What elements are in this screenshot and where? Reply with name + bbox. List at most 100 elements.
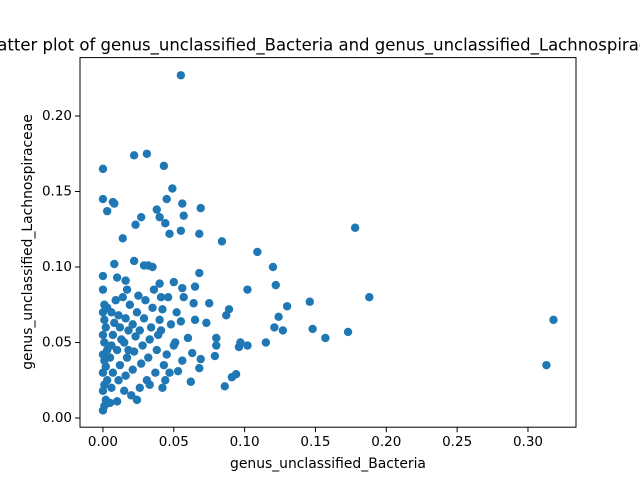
y-tick-label: 0.20 (42, 108, 72, 124)
scatter-point (121, 276, 130, 285)
scatter-point (158, 383, 167, 392)
scatter-point (148, 303, 157, 312)
scatter-point (195, 268, 204, 278)
scatter-point (100, 315, 109, 325)
scatter-point (128, 365, 137, 374)
scatter-point (210, 351, 220, 361)
scatter-point (138, 341, 147, 350)
scatter-point (159, 360, 169, 370)
scatter-point (108, 330, 118, 340)
x-tick-label: 0.30 (513, 434, 543, 450)
scatter-point (222, 311, 231, 320)
scatter-point (132, 395, 142, 405)
scatter-point (152, 205, 161, 214)
scatter-point (282, 302, 292, 311)
scatter-point (151, 368, 160, 377)
scatter-point (308, 324, 317, 334)
scatter-point (202, 318, 211, 328)
scatter-point (124, 345, 133, 355)
scatter-point (155, 315, 164, 325)
scatter-point (114, 311, 123, 320)
scatter-point (135, 326, 144, 335)
scatter-point (169, 341, 178, 350)
scatter-point (542, 360, 551, 370)
scatter-point (243, 285, 252, 294)
scatter-point (124, 326, 133, 335)
scatter-point (178, 283, 187, 293)
scatter-point (145, 380, 154, 389)
scatter-point (142, 149, 152, 158)
scatter-point (107, 383, 116, 392)
scatter-point (205, 299, 214, 308)
scatter-point (234, 342, 244, 352)
y-tick-label: 0.15 (42, 184, 72, 200)
scatter-point (350, 223, 360, 232)
scatter-point (101, 323, 110, 332)
scatter-point (176, 317, 186, 326)
scatter-point (127, 391, 136, 400)
scatter-point (100, 300, 109, 309)
scatter-point (129, 151, 139, 160)
scatter-point (145, 335, 154, 344)
scatter-point (220, 382, 229, 391)
scatter-point (152, 345, 161, 355)
scatter-point (129, 256, 139, 266)
scatter-point (121, 314, 130, 323)
scatter-point (128, 320, 137, 329)
scatter-point (176, 226, 186, 235)
scatter-point (114, 376, 123, 385)
scatter-point (549, 315, 558, 325)
scatter-point (98, 285, 108, 294)
scatter-point (100, 338, 109, 347)
y-axis-label: genus_unclassified_Lachnospiraceae (20, 114, 36, 370)
scatter-point (110, 259, 119, 269)
scatter-point (132, 308, 142, 317)
scatter-point (161, 376, 170, 385)
scatter-point (111, 296, 120, 305)
y-tick-label: 0.05 (42, 335, 72, 351)
scatter-point (172, 308, 181, 317)
scatter-point (305, 297, 314, 306)
scatter-point (112, 273, 122, 282)
scatter-point (139, 314, 149, 323)
scatter-point (179, 293, 188, 302)
scatter-point (115, 360, 125, 370)
scatter-point (122, 285, 132, 294)
scatter-point (154, 330, 163, 340)
scatter-point (156, 293, 166, 302)
scatter-point (343, 327, 353, 337)
scatter-point (227, 373, 237, 382)
scatter-point (179, 211, 188, 220)
scatter-point (188, 348, 197, 358)
scatter-point (118, 293, 127, 302)
scatter-point (195, 229, 204, 238)
scatter-point (270, 323, 279, 332)
x-tick-label: 0.15 (300, 434, 330, 450)
x-tick-label: 0.25 (442, 434, 472, 450)
scatter-point (144, 353, 153, 362)
scatter-point (274, 312, 283, 322)
y-tick-label: 0.10 (42, 259, 72, 275)
scatter-point (139, 261, 149, 270)
scatter-point (158, 305, 167, 314)
scatter-point (120, 386, 129, 396)
scatter-point (122, 353, 132, 362)
scatter-point (271, 280, 280, 290)
scatter-point (155, 279, 164, 288)
scatter-point (134, 291, 143, 300)
y-tick-label: 0.00 (42, 410, 72, 426)
chart-title: Scatter plot of genus_unclassified_Bacte… (0, 36, 640, 56)
scatter-point (135, 383, 144, 392)
scatter-point (98, 194, 108, 204)
scatter-point (146, 323, 156, 332)
scatter-point (176, 71, 186, 80)
scatter-point (98, 330, 108, 340)
scatter-point (98, 164, 108, 174)
scatter-point (137, 212, 146, 222)
scatter-point (365, 293, 374, 302)
scatter-point (190, 315, 200, 325)
scatter-point (118, 234, 127, 243)
